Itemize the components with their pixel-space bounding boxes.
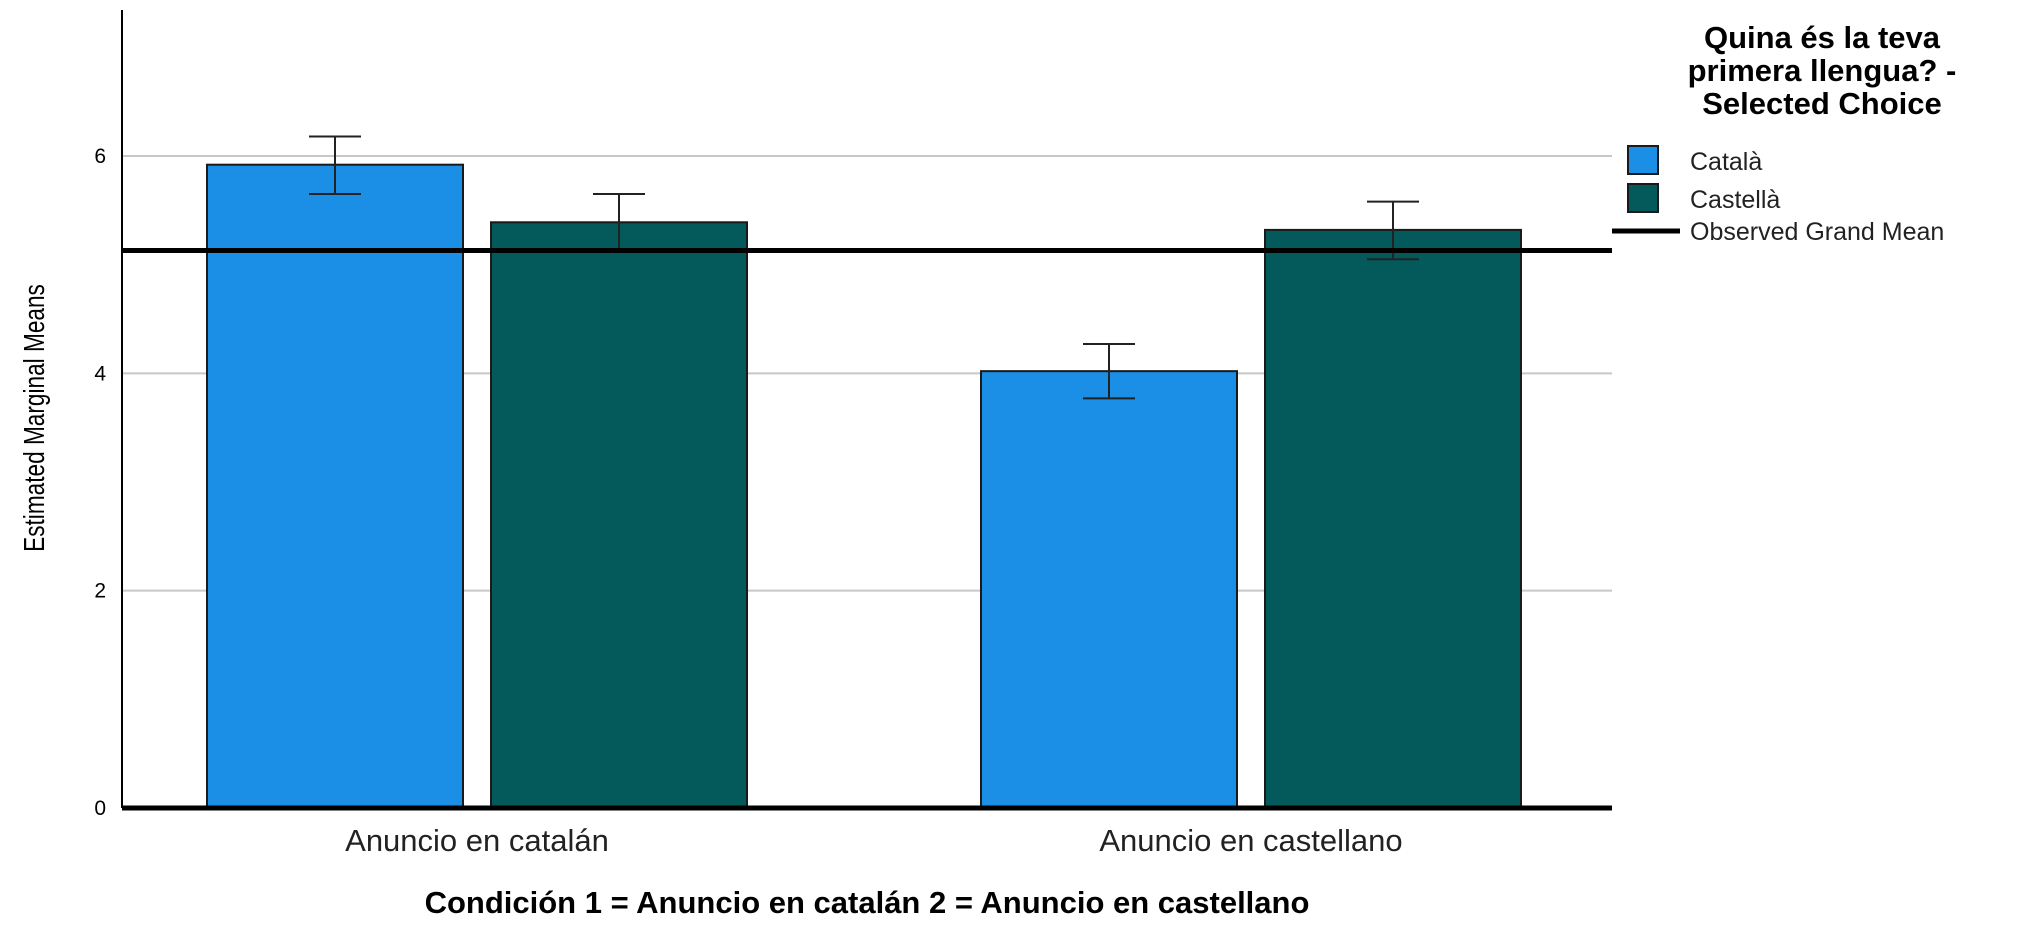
legend-label: Observed Grand Mean [1690,218,1944,246]
legend-swatch [1627,183,1659,213]
bars [206,163,1522,810]
bar [1264,228,1522,810]
x-category-label: Anuncio en castellano [1099,823,1402,858]
y-axis-title: Estimated Marginal Means [17,284,50,552]
legend-swatch [1627,145,1659,175]
y-tick-label: 4 [94,362,106,385]
y-tick-label: 0 [94,797,106,820]
bar [206,163,464,809]
y-tick-label: 6 [94,145,106,168]
legend-label: Català [1690,148,1762,176]
x-axis-title: Condición 1 = Anuncio en catalán 2 = Anu… [425,885,1310,920]
legend-title-line: Selected Choice [1702,86,1941,121]
bar [490,221,748,809]
legend-title-line: primera llengua? - [1688,53,1957,88]
y-tick-label: 2 [94,580,106,603]
legend-label: Castellà [1690,186,1780,214]
y-tick-labels: 0 2 4 6 [94,145,106,820]
error-bars [309,135,1419,400]
x-category-label: Anuncio en catalán [345,823,609,858]
legend-title-line: Quina és la teva [1704,20,1941,55]
x-category-labels: Anuncio en catalán Anuncio en castellano [345,823,1403,858]
bar [980,370,1238,809]
